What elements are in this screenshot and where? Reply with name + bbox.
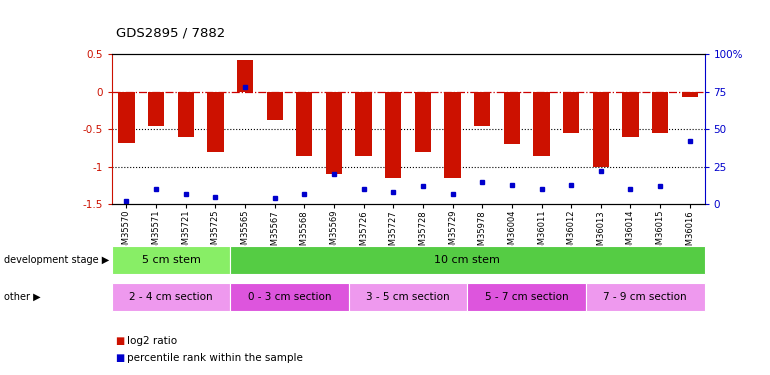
Bar <box>385 92 401 178</box>
Bar <box>119 92 135 143</box>
Bar <box>230 283 349 311</box>
Bar <box>296 92 313 156</box>
Bar <box>652 92 668 133</box>
Text: 0 - 3 cm section: 0 - 3 cm section <box>248 292 331 302</box>
Bar <box>444 92 460 178</box>
Bar <box>326 92 342 174</box>
Text: 5 cm stem: 5 cm stem <box>142 255 200 265</box>
Text: 5 - 7 cm section: 5 - 7 cm section <box>485 292 568 302</box>
Bar <box>207 92 223 152</box>
Text: 3 - 5 cm section: 3 - 5 cm section <box>367 292 450 302</box>
Bar <box>474 92 490 126</box>
Bar <box>622 92 638 137</box>
Bar <box>356 92 372 156</box>
Bar <box>112 283 230 311</box>
Bar <box>467 283 586 311</box>
Bar <box>148 92 164 126</box>
Bar <box>237 60 253 92</box>
Bar <box>112 246 230 274</box>
Text: other ▶: other ▶ <box>4 292 41 302</box>
Text: 2 - 4 cm section: 2 - 4 cm section <box>129 292 213 302</box>
Bar <box>266 92 283 120</box>
Text: percentile rank within the sample: percentile rank within the sample <box>127 353 303 363</box>
Bar <box>178 92 194 137</box>
Text: GDS2895 / 7882: GDS2895 / 7882 <box>116 26 225 39</box>
Bar <box>586 283 705 311</box>
Text: development stage ▶: development stage ▶ <box>4 255 109 265</box>
Bar <box>349 283 467 311</box>
Bar <box>504 92 520 144</box>
Bar <box>230 246 705 274</box>
Bar <box>593 92 609 167</box>
Bar <box>534 92 550 156</box>
Bar <box>415 92 431 152</box>
Text: 10 cm stem: 10 cm stem <box>434 255 500 265</box>
Text: log2 ratio: log2 ratio <box>127 336 177 346</box>
Text: ■: ■ <box>116 353 125 363</box>
Text: ■: ■ <box>116 336 125 346</box>
Bar <box>681 92 698 97</box>
Bar <box>563 92 579 133</box>
Text: 7 - 9 cm section: 7 - 9 cm section <box>604 292 687 302</box>
